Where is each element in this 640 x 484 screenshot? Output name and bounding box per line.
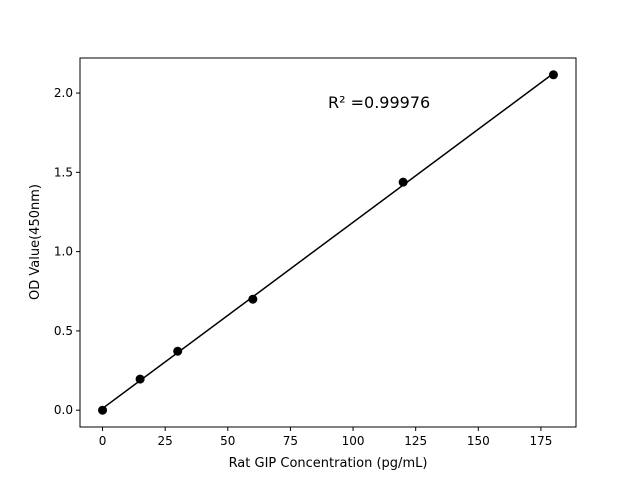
y-tick-label: 0.5 bbox=[54, 324, 73, 338]
data-point bbox=[135, 374, 145, 384]
y-tick-label: 0.0 bbox=[54, 403, 73, 417]
x-ticks: 0 25 50 75 100 125 150 175 bbox=[99, 427, 552, 448]
r-squared-annotation: R² =0.99976 bbox=[328, 93, 430, 112]
x-tick-label: 50 bbox=[220, 434, 235, 448]
x-tick-label: 175 bbox=[529, 434, 552, 448]
y-tick-label: 1.0 bbox=[54, 245, 73, 259]
x-tick-label: 100 bbox=[342, 434, 365, 448]
data-point bbox=[548, 70, 558, 80]
x-tick-label: 150 bbox=[467, 434, 490, 448]
data-points bbox=[98, 70, 558, 415]
data-point bbox=[248, 294, 258, 304]
y-tick-label: 2.0 bbox=[54, 86, 73, 100]
data-point bbox=[398, 177, 408, 187]
plot-area bbox=[80, 58, 576, 427]
y-ticks: 0.0 0.5 1.0 1.5 2.0 bbox=[54, 86, 80, 417]
y-axis-label: OD Value(450nm) bbox=[28, 184, 43, 300]
x-tick-label: 25 bbox=[158, 434, 173, 448]
x-tick-label: 75 bbox=[283, 434, 298, 448]
data-point bbox=[98, 405, 108, 415]
axes-frame bbox=[79, 57, 577, 428]
x-tick-label: 125 bbox=[404, 434, 427, 448]
y-tick-label: 1.5 bbox=[54, 165, 73, 179]
data-point bbox=[173, 346, 183, 356]
x-tick-label: 0 bbox=[99, 434, 107, 448]
x-axis-label: Rat GIP Concentration (pg/mL) bbox=[229, 456, 428, 471]
